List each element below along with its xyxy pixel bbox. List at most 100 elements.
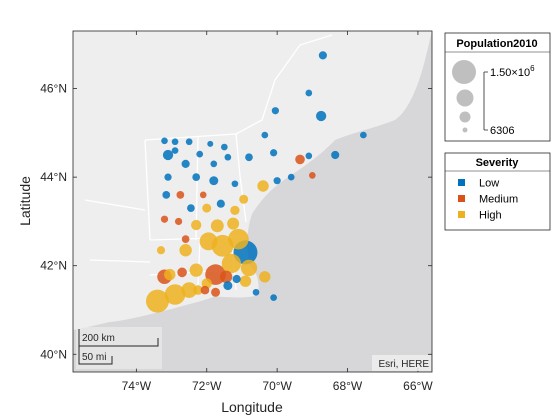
x-tick-label: 70°W [262, 379, 292, 393]
bubble-low[interactable] [181, 159, 190, 168]
bubble-low[interactable] [223, 281, 233, 291]
bubble-high[interactable] [164, 284, 186, 305]
bubble-low[interactable] [171, 147, 179, 154]
long-island [110, 286, 231, 322]
bubble-medium[interactable] [219, 270, 233, 283]
bubble-low[interactable] [164, 173, 172, 181]
size-legend-bubble-medium [456, 89, 474, 107]
size-legend-min: 6306 [490, 125, 514, 137]
size-legend-max: 1.50×106 [490, 64, 535, 79]
bubble-medium[interactable] [295, 154, 305, 165]
bubble-medium[interactable] [181, 235, 190, 244]
bubble-low[interactable] [210, 160, 218, 168]
bubble-low[interactable] [305, 152, 313, 160]
bubble-high[interactable] [199, 232, 218, 251]
bubble-high[interactable] [193, 285, 203, 295]
bubble-low[interactable] [231, 180, 239, 188]
bubble-high[interactable] [202, 203, 212, 213]
bubble-high[interactable] [221, 253, 242, 274]
scale-mi-label: 50 mi [82, 352, 106, 363]
y-tick-label: 42°N [40, 259, 67, 273]
bubble-high[interactable] [228, 228, 249, 250]
bubble-high[interactable] [239, 194, 249, 204]
bubble-medium[interactable] [174, 217, 183, 226]
bubble-low[interactable] [273, 177, 281, 185]
size-legend: Population2010 1.50×106 6306 [444, 32, 551, 142]
attribution-box [372, 355, 431, 371]
bubble-low[interactable] [315, 110, 327, 122]
legend-swatch-high [458, 211, 465, 218]
bubble-high[interactable] [257, 180, 269, 192]
bubble-low[interactable] [187, 204, 195, 213]
bubble-medium[interactable] [160, 215, 169, 223]
bubble-medium[interactable] [199, 191, 207, 199]
bubble-low[interactable] [161, 137, 168, 145]
bubble-low[interactable] [185, 138, 193, 146]
scale-bar: 200 km 50 mi [76, 327, 162, 369]
bubble-low[interactable] [224, 153, 232, 161]
bubble-low[interactable] [318, 51, 327, 60]
y-tick-label: 44°N [40, 170, 67, 184]
bubble-low[interactable] [207, 140, 214, 147]
bubbles-layer [146, 51, 367, 313]
bubble-low[interactable] [331, 150, 340, 160]
bubble-low[interactable] [261, 131, 269, 139]
bubble-low[interactable] [270, 149, 278, 157]
bubble-low[interactable] [360, 131, 367, 139]
bubble-high[interactable] [164, 268, 176, 281]
ocean [73, 31, 432, 372]
x-tick-label: 68°W [333, 379, 363, 393]
legend-label-low: Low [479, 178, 499, 190]
x-ticks: 74°W 72°W 70°W 68°W 66°W [122, 31, 433, 393]
bubble-high[interactable] [210, 219, 224, 233]
bubble-high[interactable] [191, 219, 202, 231]
bubble-high[interactable] [240, 259, 258, 277]
bubble-low[interactable] [171, 138, 179, 146]
bubble-high[interactable] [239, 275, 252, 287]
bubble-medium[interactable] [176, 190, 185, 199]
legend-label-high: High [479, 210, 502, 222]
y-tick-label: 40°N [40, 347, 67, 361]
y-tick-label: 46°N [40, 82, 67, 96]
bubble-medium[interactable] [177, 267, 187, 278]
x-tick-label: 74°W [122, 379, 152, 393]
bubble-low[interactable] [192, 173, 201, 182]
bubble-low[interactable] [270, 294, 277, 301]
bubble-high[interactable] [146, 289, 169, 313]
size-legend-bubble-small [459, 111, 471, 123]
bubble-low[interactable] [232, 274, 241, 284]
map-border [72, 30, 433, 373]
legend-swatch-medium [458, 195, 465, 202]
bubble-high[interactable] [179, 244, 192, 257]
bubble-low[interactable] [216, 199, 225, 208]
bubble-low[interactable] [287, 173, 295, 181]
bubble-low[interactable] [305, 89, 313, 97]
legend-swatch-low [458, 179, 465, 186]
bubble-high[interactable] [156, 246, 166, 255]
color-legend-title: Severity [476, 157, 520, 169]
bubble-high[interactable] [227, 217, 240, 230]
bubble-low[interactable] [162, 190, 171, 199]
basemap-attribution[interactable]: Esri, HERE [378, 359, 429, 370]
size-legend-title: Population2010 [456, 38, 537, 50]
bubble-low[interactable] [245, 153, 253, 162]
bubble-low[interactable] [209, 176, 219, 186]
bubble-high[interactable] [181, 282, 197, 298]
bubble-low[interactable] [196, 150, 204, 158]
bubble-medium[interactable] [309, 172, 316, 179]
map-area[interactable] [73, 31, 432, 372]
bubble-medium[interactable] [200, 285, 210, 295]
size-legend-bubble-tiny [462, 127, 468, 133]
bubble-low[interactable] [162, 149, 174, 161]
bubble-medium[interactable] [211, 287, 221, 297]
bubble-high[interactable] [189, 263, 203, 277]
bubble-low[interactable] [221, 143, 228, 151]
bubble-low[interactable] [271, 107, 279, 115]
size-legend-bubble-large [452, 60, 476, 84]
bubble-high[interactable] [259, 271, 271, 283]
bubble-high[interactable] [230, 205, 240, 216]
bubble-low[interactable] [252, 288, 260, 296]
color-legend: Severity Low Medium High [444, 152, 551, 231]
y-ticks: 40°N 42°N 44°N 46°N [40, 82, 432, 361]
